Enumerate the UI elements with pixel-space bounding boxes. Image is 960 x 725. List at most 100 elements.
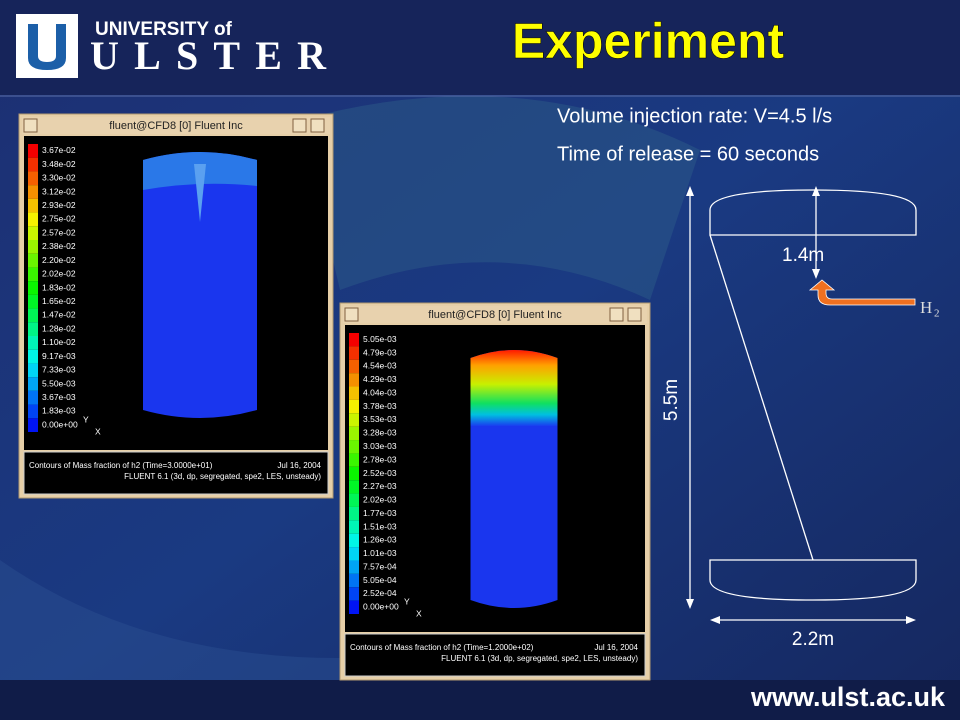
legend-swatch — [28, 198, 38, 213]
legend-swatch — [28, 308, 38, 323]
legend-label: 2.02e-03 — [363, 495, 397, 505]
legend-swatch — [28, 185, 38, 199]
legend-swatch — [28, 267, 38, 282]
legend-label: 2.57e-02 — [42, 227, 76, 237]
legend-label: 3.30e-02 — [42, 173, 76, 183]
window-button — [310, 118, 325, 133]
axis-letter: Y — [83, 414, 89, 424]
slide-title: Experiment — [512, 13, 785, 69]
legend-label: 1.65e-02 — [42, 296, 76, 306]
legend-label: 3.12e-02 — [42, 186, 76, 196]
window-button — [344, 307, 359, 322]
legend-swatch — [28, 336, 38, 350]
dim-label: 1.4m — [782, 245, 824, 266]
legend-swatch — [349, 333, 359, 347]
legend-swatch — [28, 377, 38, 391]
legend-label: 2.93e-02 — [42, 200, 76, 210]
legend-label: 7.33e-03 — [42, 365, 76, 375]
legend-label: 0.00e+00 — [42, 419, 78, 429]
jet — [194, 164, 206, 222]
legend-swatch — [28, 253, 38, 268]
legend-label: 7.57e-04 — [363, 561, 397, 571]
legend-label: 5.05e-04 — [363, 575, 397, 585]
legend-label: 1.01e-03 — [363, 548, 397, 558]
axis-letter: X — [95, 426, 101, 436]
legend-swatch — [349, 520, 359, 534]
legend-label: 2.27e-03 — [363, 481, 397, 491]
legend-label: 2.78e-03 — [363, 454, 397, 464]
window-button — [627, 307, 642, 322]
legend-swatch — [349, 600, 359, 614]
legend-label: 1.83e-02 — [42, 282, 76, 292]
legend-label: 2.52e-04 — [363, 588, 397, 598]
title-bar — [343, 306, 647, 323]
legend-swatch — [349, 440, 359, 454]
legend-label: 1.77e-03 — [363, 508, 397, 518]
vessel-diagram — [689, 189, 917, 621]
legend-swatch — [28, 363, 38, 378]
legend-swatch — [349, 386, 359, 400]
header-band — [0, 0, 960, 95]
legend-swatch — [28, 404, 38, 419]
legend-label: 3.78e-03 — [363, 401, 397, 411]
window-button — [609, 307, 624, 322]
legend-swatch — [349, 466, 359, 481]
axis-letter: Y — [404, 596, 410, 606]
caption-date: Jul 16, 2004 — [277, 461, 321, 470]
info-line: Time of release = 60 seconds — [557, 143, 819, 165]
caption: Contours of Mass fraction of h2 (Time=3.… — [29, 461, 213, 470]
legend-swatch — [349, 506, 359, 521]
legend-swatch — [349, 453, 359, 467]
legend-label: 2.75e-02 — [42, 214, 76, 224]
legend-label: 4.04e-03 — [363, 387, 397, 397]
caption-date: Jul 16, 2004 — [594, 643, 638, 652]
window-button — [292, 118, 307, 133]
logo-mark — [28, 24, 66, 70]
legend-swatch — [28, 171, 38, 186]
legend-label: 1.47e-02 — [42, 310, 76, 320]
legend-swatch — [28, 281, 38, 295]
legend-label: 1.28e-02 — [42, 323, 76, 333]
legend-swatch — [28, 157, 38, 172]
legend-swatch — [349, 359, 359, 374]
dim-label: 2.2m — [792, 629, 834, 650]
legend-swatch — [28, 322, 38, 336]
injection-arrow — [808, 279, 916, 306]
legend-swatch — [28, 294, 38, 309]
window-button — [23, 118, 38, 133]
legend-swatch — [28, 349, 38, 364]
footer-band — [0, 680, 960, 720]
legend-swatch — [349, 426, 359, 441]
legend-swatch — [28, 144, 38, 158]
cylinder — [143, 152, 257, 418]
legend-label: 5.50e-03 — [42, 378, 76, 388]
legend-swatch — [349, 413, 359, 427]
legend-label: 2.52e-03 — [363, 468, 397, 478]
legend-swatch — [349, 547, 359, 561]
dim-label: 5.5m — [661, 379, 682, 421]
legend-label: 2.02e-02 — [42, 269, 76, 279]
legend-label: 3.03e-03 — [363, 441, 397, 451]
legend-label: 9.17e-03 — [42, 351, 76, 361]
legend-swatch — [349, 533, 359, 548]
legend-label: 4.79e-03 — [363, 347, 397, 357]
window-title: fluent@CFD8 [0] Fluent Inc — [428, 309, 562, 321]
legend-label: 1.26e-03 — [363, 535, 397, 545]
caption: Contours of Mass fraction of h2 (Time=1.… — [350, 643, 534, 652]
arrowheads — [686, 186, 916, 624]
caption-box — [23, 451, 329, 495]
legend-swatch — [349, 493, 359, 507]
logo-top: UNIVERSITY of — [95, 19, 233, 40]
legend-label: 5.05e-03 — [363, 334, 397, 344]
fluent-window: fluent@CFD8 [0] Fluent Inc 3.67e-02 3.48e-… — [18, 113, 334, 499]
legend-swatch — [28, 390, 38, 405]
legend-label: 0.00e+00 — [363, 602, 399, 612]
legend-swatch — [349, 587, 359, 601]
footer-url: www.ulst.ac.uk — [750, 682, 946, 712]
gas-subscript: 2 — [934, 308, 940, 320]
legend-label: 3.67e-02 — [42, 145, 76, 155]
legend-label: 1.83e-03 — [42, 406, 76, 416]
legend-swatch — [349, 373, 359, 387]
legend-swatch — [28, 226, 38, 240]
title-bar — [22, 117, 330, 134]
